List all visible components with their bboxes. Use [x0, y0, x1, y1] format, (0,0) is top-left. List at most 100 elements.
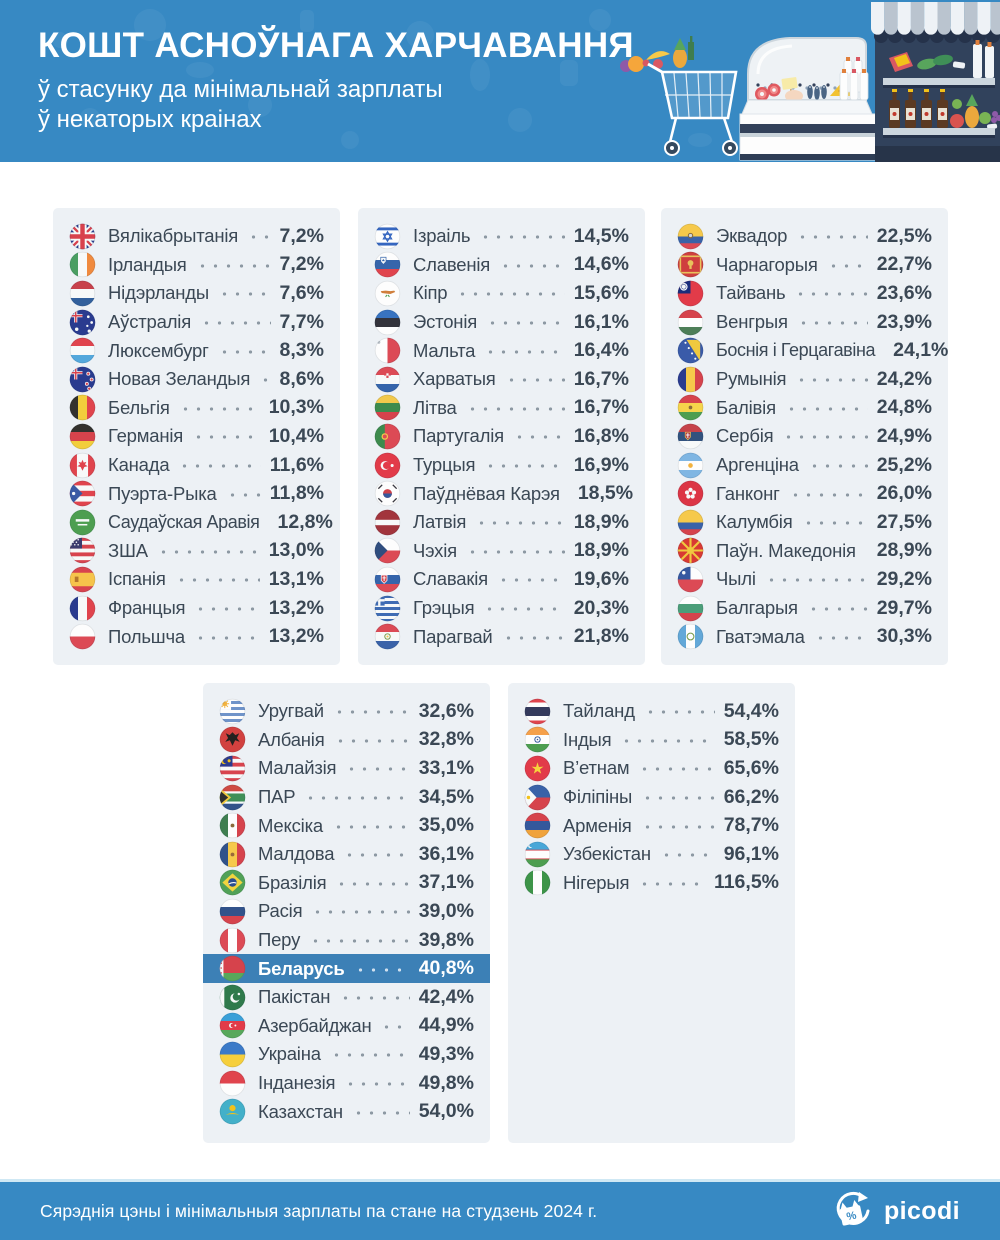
flag-icon [524, 784, 551, 811]
dotted-leader [309, 939, 410, 944]
dotted-leader [813, 635, 868, 640]
flag-icon [374, 595, 401, 622]
country-row: Славакія 19,6% [358, 565, 645, 594]
country-value: 23,6% [876, 281, 932, 304]
country-value: 10,3% [268, 396, 324, 419]
flag-icon [219, 1098, 246, 1125]
country-name: Азербайджан [258, 1014, 372, 1036]
country-row: Ізраіль 14,5% [358, 222, 645, 251]
country-row: Аргенціна 25,2% [661, 451, 948, 480]
country-name: Чэхія [413, 539, 457, 561]
dotted-leader [156, 549, 260, 554]
country-row: Малдова 36,1% [203, 840, 490, 869]
page-subtitle-line1: ў стасунку да мінімальнай зарплаты [38, 76, 443, 103]
dotted-leader [620, 738, 715, 743]
country-value: 16,7% [573, 367, 629, 390]
country-value: 7,2% [279, 224, 324, 247]
country-value: 32,6% [418, 699, 474, 722]
flag-icon [219, 755, 246, 782]
country-row: Вялікабрытанія 7,2% [53, 222, 340, 251]
country-row: Албанія 32,8% [203, 726, 490, 755]
country-row: Ірландыя 7,2% [53, 251, 340, 280]
flag-icon [69, 280, 96, 307]
country-row: Парагвай 21,8% [358, 622, 645, 651]
milk-bottles-icon [839, 57, 869, 101]
dotted-leader [512, 435, 565, 440]
flag-icon [69, 595, 96, 622]
dotted-leader [217, 349, 271, 354]
country-row: Паўн. Македонія 28,9% [661, 537, 948, 566]
country-name: Аргенціна [716, 454, 799, 476]
country-name: Чылі [716, 568, 756, 590]
dotted-leader [788, 492, 868, 497]
country-value: 78,7% [723, 814, 779, 837]
country-value: 27,5% [876, 510, 932, 533]
country-name: Парагвай [413, 625, 493, 647]
dotted-leader [499, 263, 565, 268]
country-name: Вялікабрытанія [108, 225, 239, 247]
flag-icon [69, 623, 96, 650]
flag-icon [219, 955, 246, 982]
country-value: 36,1% [418, 842, 474, 865]
country-row: Інданезія 49,8% [203, 1069, 490, 1098]
flag-icon [219, 869, 246, 896]
dotted-leader [333, 738, 410, 743]
dotted-leader [479, 235, 565, 240]
svg-text:%: % [846, 1209, 858, 1223]
country-value: 10,4% [268, 424, 324, 447]
country-value: 18,9% [573, 539, 629, 562]
country-name: Аўстралія [108, 311, 192, 333]
flag-icon [69, 537, 96, 564]
country-value: 23,9% [876, 310, 932, 333]
country-name: Украіна [258, 1043, 321, 1065]
country-row: ПАР 34,5% [203, 783, 490, 812]
country-row: Перу 39,8% [203, 926, 490, 955]
country-name: ЗША [108, 539, 148, 561]
country-row: Германія 10,4% [53, 422, 340, 451]
country-value: 8,6% [279, 367, 324, 390]
flag-icon [374, 480, 401, 507]
country-value: 18,5% [577, 482, 634, 505]
flag-icon [524, 698, 551, 725]
country-value: 29,7% [876, 596, 932, 619]
country-row: Славенія 14,6% [358, 251, 645, 280]
country-value: 35,0% [418, 814, 474, 837]
country-name: Румынія [716, 368, 787, 390]
dotted-leader [484, 349, 565, 354]
dotted-leader [475, 521, 565, 526]
dotted-leader [351, 1110, 410, 1115]
flag-icon [677, 309, 704, 336]
food-pattern-background [52, 9, 712, 149]
country-row: Венгрыя 23,9% [661, 308, 948, 337]
country-name: Славакія [413, 568, 488, 590]
country-name: Балівія [716, 396, 776, 418]
country-name: Паўн. Македонія [716, 539, 856, 561]
country-value: 66,2% [723, 785, 779, 808]
dotted-leader [504, 378, 565, 383]
country-value: 34,5% [418, 785, 474, 808]
flag-icon [677, 623, 704, 650]
country-row: Бразілія 37,1% [203, 869, 490, 898]
country-name: Мальта [413, 339, 476, 361]
country-row: Іспанія 13,1% [53, 565, 340, 594]
dotted-leader [465, 549, 565, 554]
country-name: Інданезія [258, 1072, 336, 1094]
dotted-leader [335, 881, 410, 886]
country-value: 65,6% [723, 756, 779, 779]
country-row: Балівія 24,8% [661, 394, 948, 423]
country-name: Эквадор [716, 225, 788, 247]
country-value: 7,7% [279, 310, 324, 333]
dotted-leader [304, 796, 410, 801]
country-name: Нідэрланды [108, 282, 209, 304]
flag-icon [677, 509, 704, 536]
country-value: 40,8% [418, 957, 474, 980]
dotted-leader [344, 1082, 410, 1087]
dotted-leader [194, 607, 260, 612]
country-name: Філіпіны [563, 786, 633, 808]
flag-icon [374, 366, 401, 393]
country-row: Аўстралія 7,7% [53, 308, 340, 337]
country-row: Эквадор 22,5% [661, 222, 948, 251]
dotted-leader [332, 710, 410, 715]
country-value: 21,8% [573, 625, 629, 648]
country-name: Бразілія [258, 871, 327, 893]
